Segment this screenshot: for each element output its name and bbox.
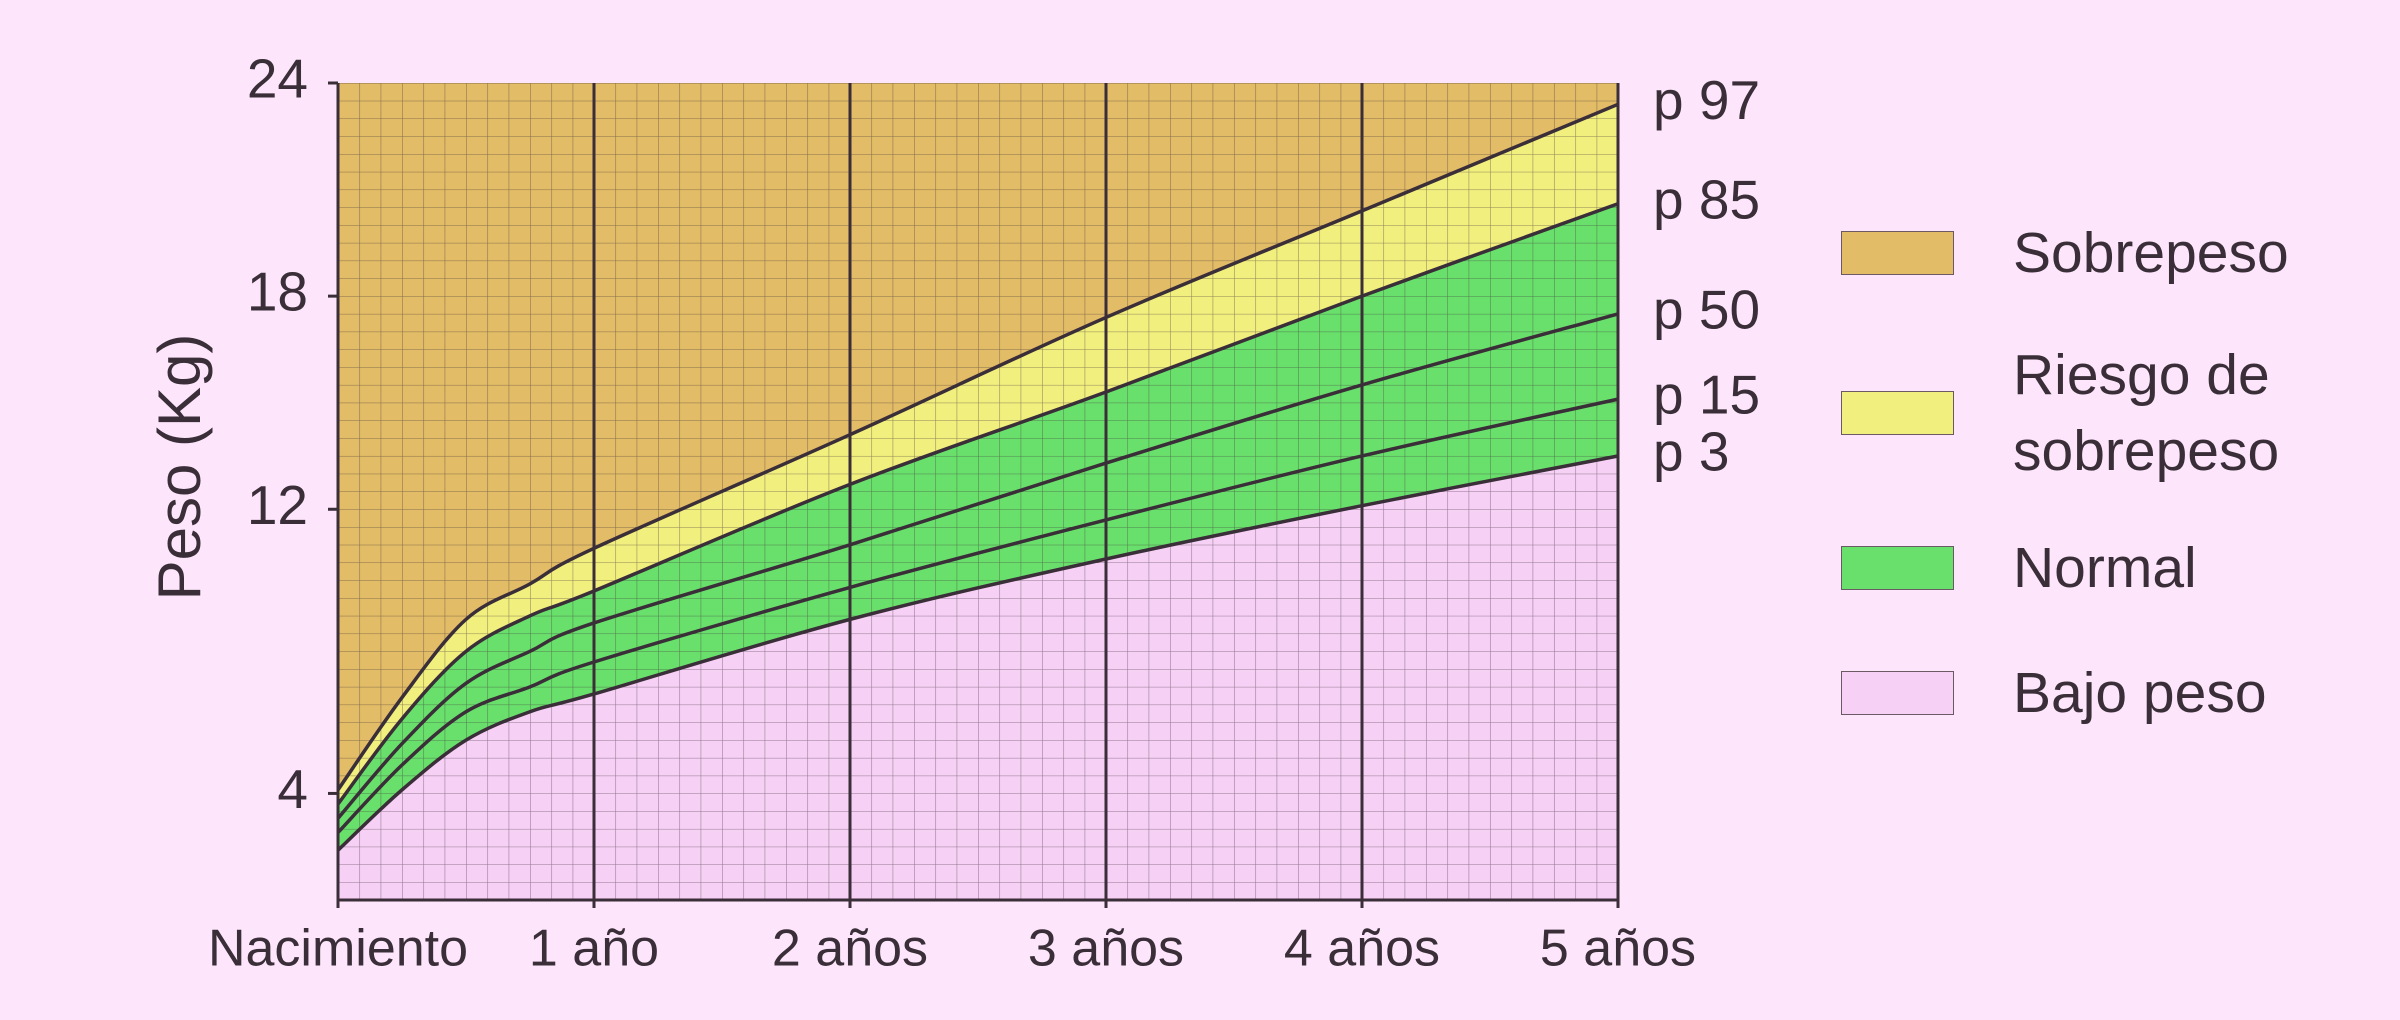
percentile-line [336, 102, 1619, 791]
legend-item: Riesgo de sobrepeso [1841, 337, 2343, 489]
legend-label: Sobrepeso [2013, 221, 2289, 285]
legend-label: Riesgo de sobrepeso [2013, 343, 2280, 483]
legend-item: Normal [1841, 530, 2343, 606]
percentile-line [336, 454, 1619, 852]
percentile-line [336, 312, 1619, 820]
percentile-line [336, 397, 1619, 834]
percentile-line [336, 202, 1619, 806]
legend-swatch [1841, 671, 1954, 715]
legend-swatch [1841, 546, 1954, 590]
x-tick-label: 4 años [1284, 920, 1440, 978]
x-tick-label: 1 año [529, 920, 659, 978]
series-label: p 15 [1653, 364, 1760, 426]
minor-grid [338, 83, 1618, 900]
y-tick-label: 18 [247, 261, 308, 323]
series-label: p 3 [1653, 421, 1729, 483]
series-label: p 50 [1653, 278, 1760, 340]
legend-item: Sobrepeso [1841, 215, 2343, 291]
series-label: p 85 [1653, 168, 1760, 230]
series-label: p 97 [1653, 69, 1760, 131]
x-tick-label: Nacimiento [208, 920, 468, 978]
legend-label: Bajo peso [2013, 661, 2267, 725]
legend-swatch [1841, 231, 1954, 275]
y-tick-label: 4 [277, 758, 308, 820]
x-tick-label: 3 años [1028, 920, 1184, 978]
y-axis-label: Peso (Kg) [146, 334, 213, 601]
x-tick-label: 2 años [772, 920, 928, 978]
legend-label: Normal [2013, 536, 2197, 600]
x-tick-label: 5 años [1540, 920, 1696, 978]
legend-swatch [1841, 391, 1954, 435]
y-tick-label: 12 [247, 474, 308, 536]
y-tick-label: 24 [247, 48, 308, 110]
legend-item: Bajo peso [1841, 655, 2343, 731]
